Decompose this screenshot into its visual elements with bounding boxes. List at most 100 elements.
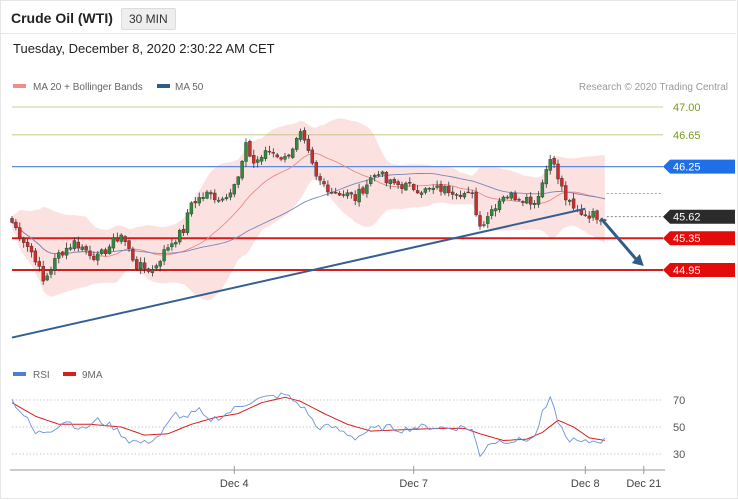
candle bbox=[193, 196, 198, 209]
candle bbox=[544, 165, 548, 188]
support-trendline bbox=[11, 207, 586, 339]
candle-body bbox=[493, 208, 498, 212]
candle bbox=[521, 200, 525, 207]
candle-body bbox=[521, 201, 525, 203]
candle-body bbox=[369, 177, 373, 184]
candle-body bbox=[544, 169, 548, 185]
candle-body bbox=[564, 185, 568, 201]
chart-datetime: Tuesday, December 8, 2020 2:30:22 AM CET bbox=[13, 41, 275, 56]
candle bbox=[197, 192, 201, 207]
candle bbox=[423, 187, 428, 195]
candle bbox=[591, 208, 595, 221]
candle-body bbox=[18, 227, 22, 239]
candle-body bbox=[142, 262, 147, 269]
candle-body bbox=[540, 182, 545, 198]
candle bbox=[92, 251, 96, 262]
candle bbox=[493, 204, 498, 217]
candle-body bbox=[470, 192, 474, 194]
candle-body bbox=[216, 199, 221, 202]
candle bbox=[220, 196, 225, 203]
candle bbox=[369, 174, 373, 187]
candle bbox=[314, 160, 318, 180]
candle-body bbox=[462, 193, 467, 198]
candle bbox=[322, 178, 326, 187]
level-46-25-tag bbox=[663, 159, 735, 174]
timeframe-button[interactable]: 30 MIN bbox=[121, 8, 176, 30]
candle-body bbox=[275, 154, 279, 158]
candle bbox=[18, 222, 22, 242]
candle-body bbox=[454, 194, 459, 196]
rsi-tick-70: 70 bbox=[673, 395, 685, 407]
candle-body bbox=[412, 184, 416, 190]
x-tick-label: Dec 8 bbox=[571, 478, 600, 490]
level-46-65-label: 46.65 bbox=[673, 130, 701, 142]
rsi-legend-label[interactable]: RSI bbox=[33, 370, 50, 381]
candle-body bbox=[505, 196, 509, 199]
candle bbox=[490, 205, 494, 220]
level-labels: 47.00 46.65 46.25 45.62 45.35 44.95 bbox=[663, 102, 735, 277]
candle bbox=[509, 191, 513, 201]
candle-body bbox=[220, 198, 225, 201]
candle-body bbox=[252, 155, 256, 164]
candle-body bbox=[427, 188, 431, 190]
candle bbox=[443, 184, 447, 196]
candle bbox=[560, 175, 564, 192]
candle bbox=[111, 233, 116, 252]
candle bbox=[76, 236, 81, 252]
rsi-tick-30: 30 bbox=[673, 449, 685, 461]
candle-body bbox=[263, 150, 268, 159]
candle bbox=[458, 190, 463, 200]
candle-body bbox=[232, 184, 237, 195]
candle bbox=[384, 171, 389, 187]
rsi-panel: 30 50 70 bbox=[11, 392, 685, 461]
candle bbox=[388, 178, 392, 190]
candle bbox=[131, 246, 135, 263]
level-44-95-tag bbox=[663, 263, 735, 277]
candle-body bbox=[310, 149, 314, 164]
candle bbox=[29, 243, 34, 258]
candle-body bbox=[84, 246, 88, 251]
candle bbox=[162, 244, 166, 266]
candle bbox=[80, 244, 84, 252]
candle bbox=[306, 135, 311, 154]
candle bbox=[49, 266, 53, 279]
candle bbox=[209, 190, 213, 200]
candle bbox=[478, 211, 482, 230]
ma50-legend-label[interactable]: MA 50 bbox=[175, 82, 204, 93]
ma20-legend-label[interactable]: MA 20 + Bollinger Bands bbox=[33, 82, 143, 93]
candle bbox=[365, 179, 369, 198]
legend: MA 20 + Bollinger Bands MA 50 Research ©… bbox=[13, 82, 728, 93]
candle-body bbox=[415, 190, 420, 194]
level-45-35-label: 45.35 bbox=[673, 233, 701, 245]
candle-body bbox=[560, 178, 564, 187]
candle bbox=[466, 186, 470, 194]
candle bbox=[525, 194, 529, 205]
candle-body bbox=[392, 179, 396, 184]
candle-body bbox=[341, 194, 346, 196]
candle-body bbox=[162, 249, 166, 262]
candle-body bbox=[107, 246, 112, 254]
candle-body bbox=[435, 185, 439, 188]
candle bbox=[595, 209, 599, 224]
candle bbox=[99, 248, 104, 256]
ma9-legend-label[interactable]: 9MA bbox=[82, 370, 103, 381]
candle-body bbox=[443, 185, 447, 194]
candle bbox=[189, 201, 194, 217]
candle bbox=[552, 155, 556, 169]
candle bbox=[361, 185, 365, 196]
candle bbox=[396, 179, 400, 190]
candle bbox=[470, 190, 474, 199]
candle bbox=[330, 187, 334, 195]
candle-body bbox=[45, 275, 49, 281]
candle bbox=[22, 236, 26, 248]
candle bbox=[486, 212, 490, 229]
candle-body bbox=[123, 236, 127, 242]
candle bbox=[232, 183, 237, 198]
candle bbox=[415, 184, 420, 194]
candle-body bbox=[591, 211, 595, 218]
candle bbox=[142, 257, 147, 274]
x-tick-label: Dec 7 bbox=[399, 478, 428, 490]
candle bbox=[412, 183, 416, 192]
candle-body bbox=[170, 243, 174, 248]
candle bbox=[256, 156, 260, 168]
